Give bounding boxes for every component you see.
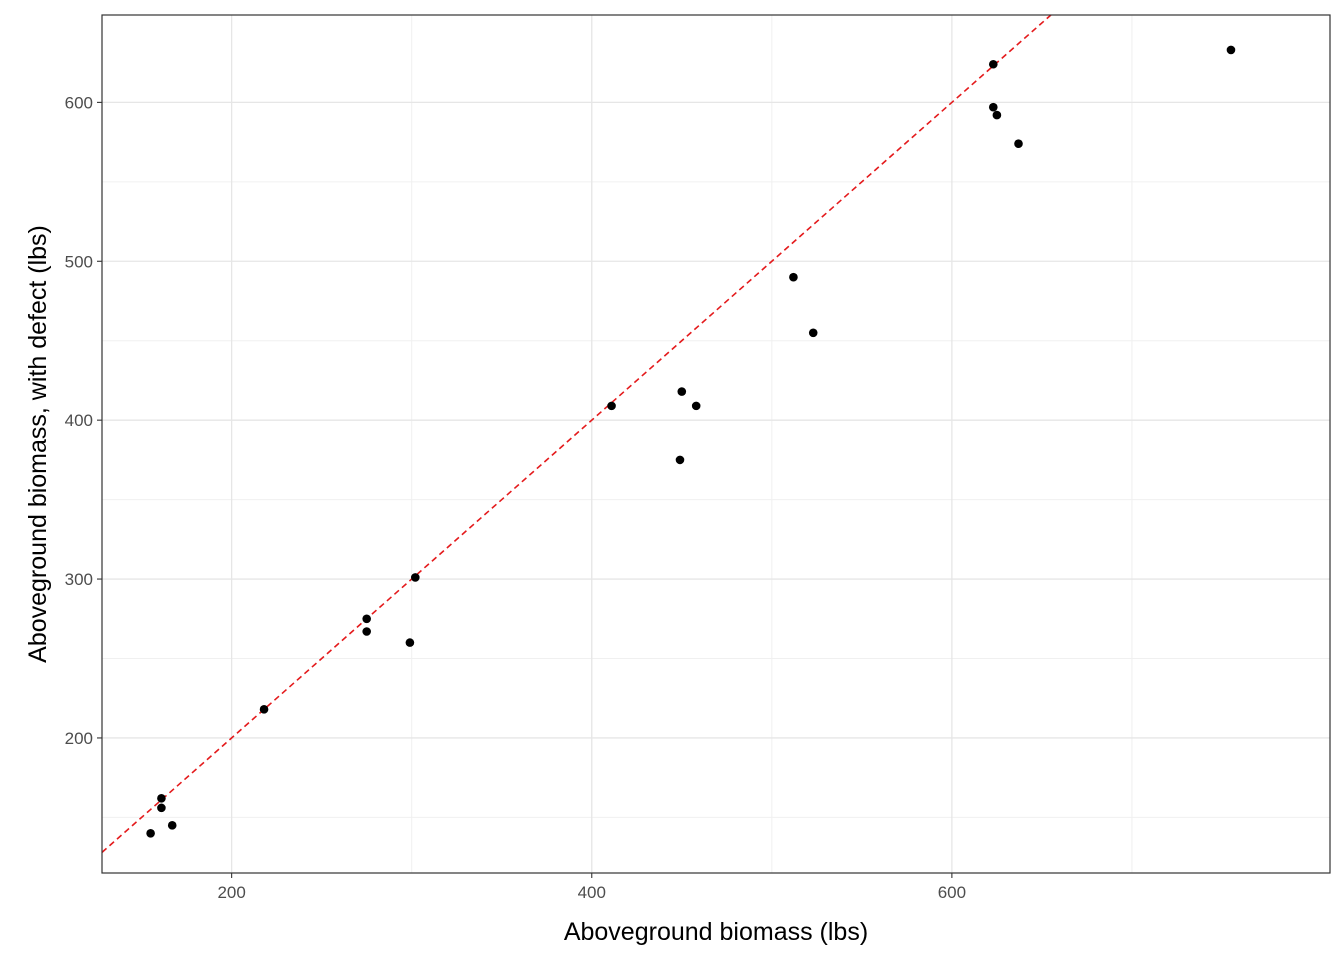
data-point [988, 59, 998, 69]
reference-line-layer [101, 14, 1052, 853]
data-point [167, 821, 177, 830]
data-point [362, 614, 371, 624]
y-tick-label: 600 [65, 93, 93, 112]
data-point [607, 401, 616, 411]
data-point [988, 102, 998, 112]
data-point [691, 401, 701, 411]
data-point [405, 638, 415, 647]
x-tick-label: 600 [938, 883, 966, 902]
data-point [675, 455, 685, 465]
y-tick-label: 300 [65, 570, 93, 589]
y-tick-label: 400 [65, 411, 93, 430]
y-tick-label: 200 [65, 729, 93, 748]
reference-line-y-equals-x [101, 14, 1052, 853]
data-point [677, 387, 687, 396]
data-point [808, 328, 818, 338]
major-gridlines [102, 15, 1330, 873]
data-point [411, 573, 420, 582]
x-axis-title: Aboveground biomass (lbs) [564, 918, 868, 946]
x-axis-ticks: 200 400 600 [217, 873, 966, 902]
data-point [157, 794, 166, 803]
y-axis-ticks: 200 300 400 500 600 [65, 93, 102, 748]
data-point [1014, 139, 1023, 148]
data-points [146, 45, 1236, 838]
data-point [789, 272, 798, 282]
y-tick-label: 500 [65, 252, 93, 271]
y-axis-title: Aboveground biomass, with defect (lbs) [24, 225, 52, 663]
data-point [362, 627, 371, 636]
data-point [259, 705, 269, 714]
x-tick-label: 200 [217, 883, 245, 902]
minor-gridlines [102, 15, 1330, 873]
data-point [157, 803, 166, 813]
data-point [1226, 45, 1236, 55]
data-point [992, 110, 1002, 120]
panel-border [101, 14, 1331, 874]
x-tick-label: 400 [578, 883, 606, 902]
data-point [146, 828, 155, 838]
